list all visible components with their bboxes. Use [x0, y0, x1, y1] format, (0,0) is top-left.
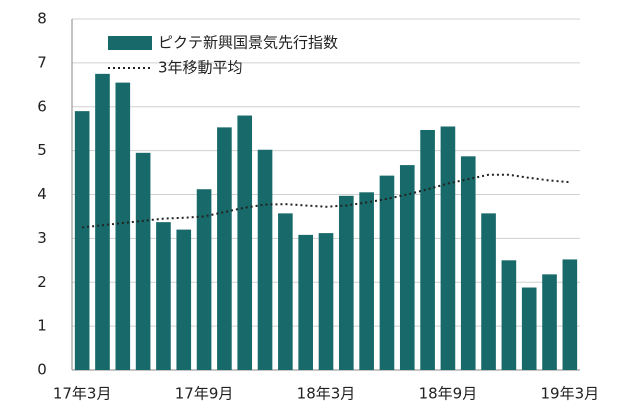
x-tick-label: 17年9月 [175, 385, 234, 403]
bar [115, 82, 131, 371]
bar [156, 222, 171, 370]
average-line [82, 173, 570, 229]
y-tick-label: 7 [37, 53, 47, 71]
bar [298, 234, 313, 370]
bar [339, 195, 354, 370]
x-tick-label: 18年3月 [297, 385, 356, 403]
bar [440, 126, 456, 371]
y-tick-label: 3 [37, 229, 47, 247]
x-tick-label: 17年3月 [53, 385, 112, 403]
bar [359, 192, 374, 370]
bar [237, 115, 253, 371]
legend-swatch [108, 36, 152, 50]
y-tick-label: 5 [37, 141, 47, 159]
legend-label: 3年移動平均 [158, 59, 243, 77]
x-tick-label: 19年3月 [541, 385, 600, 403]
legend-label: ピクテ新興国景気先行指数 [158, 34, 338, 52]
bar [501, 260, 517, 370]
bar [542, 274, 557, 370]
bar [562, 259, 578, 370]
bar [196, 189, 212, 370]
y-tick-label: 2 [37, 273, 47, 291]
bar [481, 213, 496, 370]
x-tick-label: 18年9月 [419, 385, 478, 403]
y-tick-label: 6 [37, 97, 47, 115]
y-tick-label: 1 [37, 317, 47, 335]
bar [399, 165, 415, 370]
bar [521, 287, 537, 370]
bar [460, 156, 476, 370]
bar [278, 213, 293, 370]
y-tick-label: 0 [37, 361, 47, 379]
bar [217, 127, 232, 370]
bar [74, 111, 90, 370]
bar [420, 130, 435, 370]
bar [135, 152, 151, 370]
bar [318, 233, 334, 370]
y-tick-label: 4 [37, 185, 47, 203]
bar [257, 149, 273, 370]
bar [379, 175, 395, 370]
bar [176, 229, 192, 370]
y-tick-label: 8 [37, 10, 47, 28]
bar [95, 73, 110, 370]
